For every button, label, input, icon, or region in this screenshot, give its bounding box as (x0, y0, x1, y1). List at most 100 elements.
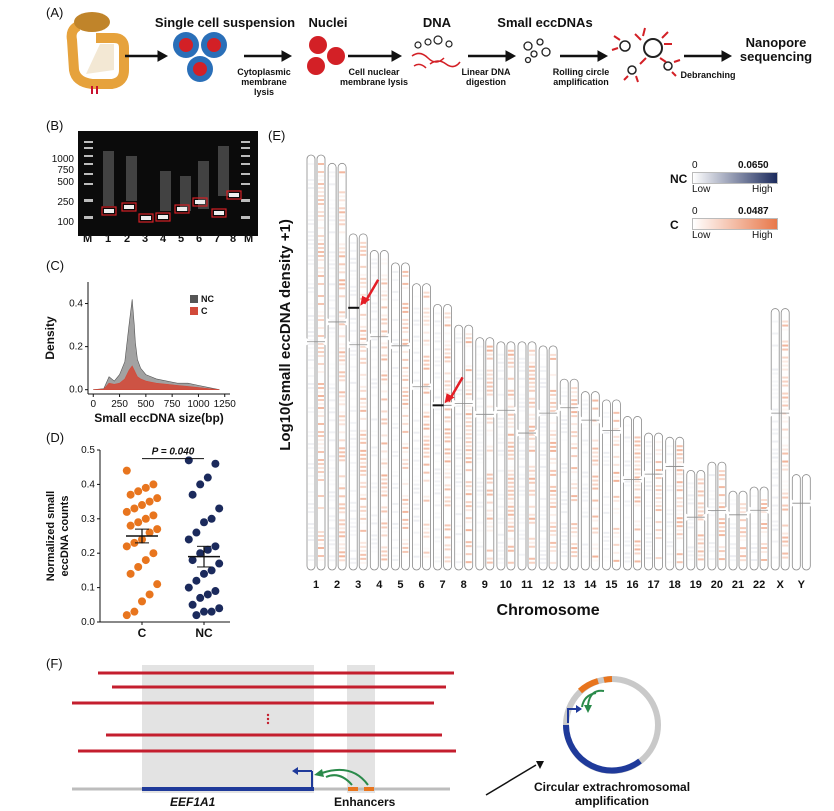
nc-density-band (477, 438, 483, 440)
chromatid-nc (348, 233, 358, 571)
c-density-band (529, 493, 535, 496)
nc-density-band (329, 299, 336, 302)
c-density-band (339, 511, 346, 514)
c-density-band (318, 411, 324, 413)
nc-density-band (414, 480, 420, 482)
c-density-band (381, 446, 387, 448)
c-density-band (613, 411, 620, 414)
nc-density-band (772, 496, 779, 499)
c-density-band (697, 550, 704, 553)
nc-density-band (645, 517, 652, 520)
c-density-band (318, 463, 324, 465)
nc-density-band (477, 478, 483, 480)
c-density-band (402, 430, 409, 433)
nc-density-band (435, 388, 441, 390)
c-density-band (782, 328, 789, 331)
c-density-band (571, 499, 578, 502)
c-density-band (486, 357, 493, 360)
nc-density-band (688, 490, 694, 492)
scatter-point-c (141, 514, 150, 523)
nc-density-band (413, 379, 420, 382)
nc-density-band (561, 419, 568, 422)
c-density-band (613, 511, 620, 514)
density-series-c (93, 365, 220, 390)
c-density-band (339, 203, 345, 205)
chromatid-nc (623, 416, 632, 571)
nc-density-band (371, 266, 377, 268)
c-density-band (318, 383, 324, 385)
nc-density-band (435, 540, 441, 542)
nc-density-band (435, 500, 441, 502)
chromatid-c (506, 341, 516, 571)
c-density-band (465, 449, 472, 452)
c-density-band (339, 475, 346, 478)
nc-density-band (603, 463, 610, 466)
nc-density-band (413, 419, 420, 422)
c-density-band (507, 525, 514, 528)
nc-density-band (646, 525, 652, 527)
c-density-band (782, 504, 789, 507)
c-density-band (592, 519, 599, 522)
nc-density-band (582, 407, 589, 410)
chromatid-c (443, 303, 453, 571)
nc-density-band (582, 436, 588, 438)
c-density-band (360, 526, 366, 528)
nc-density-band (350, 530, 356, 532)
nc-density-band (350, 522, 356, 524)
c-density-band (381, 502, 387, 504)
chromosome-label: 4 (376, 579, 383, 591)
c-density-band (676, 457, 683, 460)
scatter-point-nc (215, 504, 224, 513)
c-density-band (423, 363, 430, 366)
nc-density-band (519, 485, 525, 488)
c-density-band (507, 481, 514, 484)
c-density-band (486, 557, 493, 560)
nc-density-band (350, 437, 357, 440)
nc-density-band (667, 561, 673, 563)
c-density-band (634, 504, 641, 507)
c-density-band (550, 405, 557, 408)
c-density-band (697, 478, 704, 481)
c-density-band (402, 274, 409, 277)
c-density-band (402, 538, 409, 541)
c-density-band (507, 349, 514, 352)
c-density-band (486, 349, 493, 352)
nc-density-band (772, 393, 778, 395)
nc-density-band (413, 351, 420, 354)
c-density-band (592, 455, 599, 458)
nc-density-band (413, 371, 420, 374)
nc-density-band (371, 538, 378, 541)
chromosome-label: 9 (482, 579, 488, 591)
nc-density-band (646, 561, 652, 563)
c-density-band (423, 415, 430, 418)
c-density-band (381, 418, 388, 421)
nc-density-band (329, 463, 335, 465)
nc-density-band (666, 521, 673, 524)
c-density-band (318, 315, 324, 317)
c-density-band (655, 453, 662, 456)
c-density-band (529, 433, 535, 436)
chromatid-nc (538, 345, 548, 571)
nc-density-band (413, 555, 420, 558)
step-single-cell: Single cell suspension (154, 15, 296, 30)
nc-density-band (434, 332, 441, 335)
nc-density-band (329, 559, 336, 562)
c-density-band (507, 561, 514, 564)
scatter-point-nc (203, 545, 212, 554)
nc-density-band (456, 433, 462, 435)
c-density-band (571, 391, 578, 394)
c-density-band (507, 417, 514, 420)
nc-density-band (561, 387, 567, 389)
nc-density-band (413, 507, 420, 510)
c-density-band (676, 529, 683, 532)
nc-density-band (371, 486, 378, 489)
arrow-label-cytoplasmic: Cytoplasmic membrane lysis (237, 67, 291, 97)
nc-density-band (772, 448, 779, 451)
nc-density-band (414, 544, 420, 546)
chromosome-22 (749, 486, 770, 571)
c-density-band (402, 526, 409, 529)
nc-density-band (350, 509, 357, 512)
nc-density-band (625, 532, 631, 534)
nc-density-band (646, 501, 652, 503)
nc-density-band (561, 427, 568, 430)
